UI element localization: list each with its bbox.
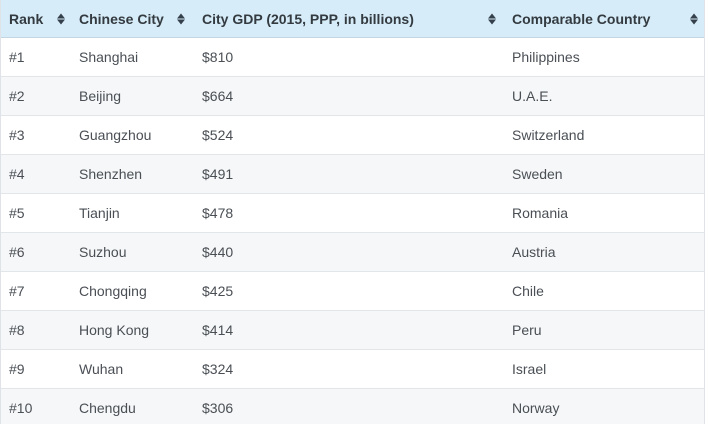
cell-rank: #3 [9, 127, 25, 143]
cell-rank: #8 [9, 322, 25, 338]
cell-rank: #10 [9, 400, 33, 416]
cell-rank: #9 [9, 361, 25, 377]
column-header-label: Rank [9, 10, 44, 27]
table-row: #4 Shenzhen $491 Sweden [1, 155, 704, 194]
cell-rank: #5 [9, 205, 25, 221]
column-header-gdp[interactable]: City GDP (2015, PPP, in billions) [194, 0, 504, 37]
cell-gdp: $324 [202, 361, 234, 377]
column-header-city[interactable]: Chinese City [71, 0, 194, 37]
table-row: #7 Chongqing $425 Chile [1, 272, 704, 311]
cell-gdp: $524 [202, 127, 234, 143]
cell-city: Beijing [79, 88, 122, 104]
cell-rank: #1 [9, 49, 25, 65]
cell-country: Switzerland [512, 127, 585, 143]
cell-city: Shanghai [79, 49, 139, 65]
cell-city: Shenzhen [79, 166, 143, 182]
column-header-rank[interactable]: Rank [1, 0, 71, 37]
cell-country: Chile [512, 283, 544, 299]
cell-rank: #2 [9, 88, 25, 104]
column-header-label: Chinese City [79, 10, 164, 27]
cell-country: Peru [512, 322, 542, 338]
table-row: #1 Shanghai $810 Philippines [1, 38, 704, 77]
cell-city: Hong Kong [79, 322, 150, 338]
cell-gdp: $414 [202, 322, 234, 338]
sort-arrows-icon[interactable] [177, 13, 185, 24]
table-body: #1 Shanghai $810 Philippines #2 Beijing … [1, 38, 704, 424]
cell-gdp: $440 [202, 244, 234, 260]
sort-arrows-icon[interactable] [488, 13, 496, 24]
cell-city: Tianjin [79, 205, 120, 221]
cell-city: Guangzhou [79, 127, 152, 143]
table-row: #5 Tianjin $478 Romania [1, 194, 704, 233]
cell-country: Sweden [512, 166, 563, 182]
sort-arrows-icon[interactable] [57, 13, 65, 24]
cell-gdp: $306 [202, 400, 234, 416]
cell-country: Romania [512, 205, 569, 221]
cell-city: Chongqing [79, 283, 147, 299]
table-row: #2 Beijing $664 U.A.E. [1, 77, 704, 116]
cell-gdp: $491 [202, 166, 234, 182]
table-row: #3 Guangzhou $524 Switzerland [1, 116, 704, 155]
cell-country: U.A.E. [512, 88, 553, 104]
cell-gdp: $425 [202, 283, 234, 299]
cell-country: Austria [512, 244, 556, 260]
table-row: #8 Hong Kong $414 Peru [1, 311, 704, 350]
table-row: #10 Chengdu $306 Norway [1, 389, 704, 424]
column-header-label: Comparable Country [512, 10, 651, 27]
cell-rank: #6 [9, 244, 25, 260]
cell-gdp: $810 [202, 49, 234, 65]
cell-rank: #4 [9, 166, 25, 182]
table-row: #6 Suzhou $440 Austria [1, 233, 704, 272]
column-header-country[interactable]: Comparable Country [504, 0, 704, 37]
cell-city: Wuhan [79, 361, 124, 377]
table-header: Rank Chinese City City GDP (2015, PPP, i… [1, 0, 704, 38]
cell-gdp: $664 [202, 88, 234, 104]
sort-arrows-icon[interactable] [690, 13, 698, 24]
cell-country: Israel [512, 361, 547, 377]
cell-country: Norway [512, 400, 560, 416]
cell-country: Philippines [512, 49, 580, 65]
cell-city: Suzhou [79, 244, 127, 260]
cell-rank: #7 [9, 283, 25, 299]
column-header-label: City GDP (2015, PPP, in billions) [202, 10, 414, 27]
cell-gdp: $478 [202, 205, 234, 221]
table-row: #9 Wuhan $324 Israel [1, 350, 704, 389]
cell-city: Chengdu [79, 400, 136, 416]
